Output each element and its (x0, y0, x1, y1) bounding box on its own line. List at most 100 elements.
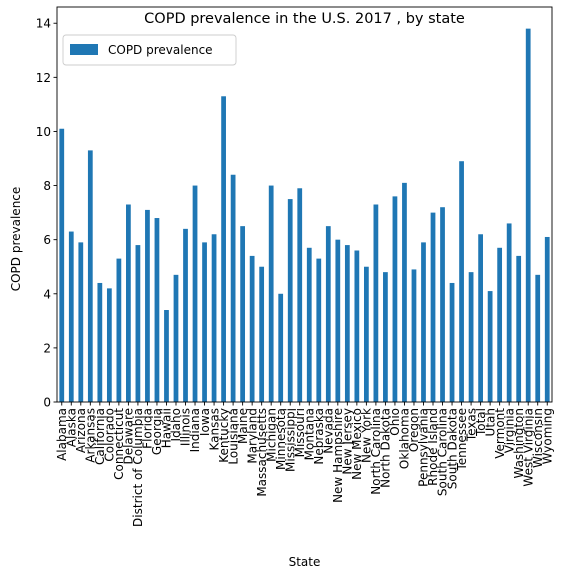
bar-ohio (392, 196, 398, 402)
x-tick-label: Rhode Island (426, 408, 440, 486)
x-axis-label: State (289, 555, 321, 569)
bar-district-of-columbia (135, 245, 141, 402)
bar-iowa (202, 242, 207, 402)
bar-kentucky (221, 96, 226, 402)
x-tick-label: Kentucky (217, 408, 231, 463)
bar-michigan (268, 185, 274, 402)
x-tick-label: South Dakota (445, 408, 459, 489)
y-tick-label: 2 (43, 341, 51, 355)
y-tick-label: 12 (36, 71, 51, 85)
bar-maine (240, 226, 246, 402)
bar-total (478, 234, 483, 402)
bar-new-hampshire (335, 239, 341, 402)
bar-massachusetts (259, 266, 265, 402)
bar-florida (145, 209, 150, 402)
bar-oklahoma (402, 182, 407, 402)
bar-delaware (126, 204, 131, 402)
x-tick-label: Maryland (245, 408, 259, 464)
x-tick-label: Wisconsin (531, 408, 545, 468)
bar-north-carolina (373, 204, 379, 402)
x-tick-label: New York (360, 408, 374, 463)
y-tick-label: 0 (43, 396, 51, 410)
x-tick-label: Alabama (55, 408, 69, 461)
bar-wisconsin (535, 274, 541, 402)
y-tick-label: 14 (36, 17, 51, 31)
bar-rhode-island (430, 212, 436, 402)
x-tick-label: Vermont (493, 408, 507, 459)
bar-missouri (297, 188, 303, 402)
bar-indiana (192, 185, 198, 402)
x-tick-label: Georgia (150, 408, 164, 455)
bar-new-jersey (344, 245, 350, 402)
legend-box (62, 34, 237, 66)
bar-new-york (364, 266, 369, 402)
x-axis: AlabamaAlaskaArizonaArkansasCaliforniaCo… (55, 402, 554, 527)
x-tick-label: Washington (512, 408, 526, 479)
bar-idaho (173, 274, 179, 402)
x-tick-label: Florida (141, 408, 155, 449)
x-tick-label: Indiana (188, 408, 202, 452)
x-tick-label: Alaska (64, 408, 78, 447)
bar-illinois (183, 228, 188, 402)
x-tick-label: Oklahoma (398, 408, 412, 469)
bar-maryland (249, 255, 255, 402)
x-tick-label: California (93, 408, 107, 465)
bar-arkansas (87, 150, 93, 402)
bar-pennsylvania (421, 242, 426, 402)
x-tick-label: Tennessee (455, 408, 469, 472)
x-tick-label: Iowa (198, 408, 212, 436)
x-tick-label: Montana (302, 408, 316, 460)
x-tick-label: New Mexico (350, 408, 364, 480)
bar-texas (468, 272, 474, 402)
bar-nevada (325, 226, 331, 402)
bar-new-mexico (354, 250, 360, 402)
x-tick-label: Maine (236, 408, 250, 444)
x-tick-label: Idaho (169, 408, 183, 441)
x-tick-label: Delaware (122, 408, 136, 465)
bar-hawaii (164, 310, 169, 402)
legend: COPD prevalence (62, 34, 237, 66)
y-tick-label: 8 (43, 179, 51, 193)
legend-swatch (70, 44, 98, 55)
x-tick-label: Nevada (322, 408, 336, 454)
x-tick-label: West Virginia (521, 408, 535, 487)
bar-louisiana (230, 174, 236, 402)
y-axis: 0 2 4 6 8 10 12 14 (36, 17, 57, 410)
y-axis-label: COPD prevalence (9, 187, 23, 292)
y-tick-label: 10 (36, 125, 51, 139)
x-tick-label: Nebraska (312, 408, 326, 465)
x-tick-label: Mississippi (283, 408, 297, 472)
bar-mississippi (287, 199, 293, 402)
bar-nebraska (316, 258, 322, 402)
x-tick-label: New Jersey (341, 408, 355, 475)
bar-north-dakota (383, 272, 388, 402)
bar-georgia (154, 218, 160, 402)
x-tick-label: Texas (464, 408, 478, 442)
bar-south-dakota (449, 282, 455, 402)
x-tick-label: Minnesota (274, 408, 288, 470)
x-tick-label: Wyoming (540, 408, 554, 464)
bar-montana (306, 247, 312, 402)
x-tick-label: Pennsylvania (417, 408, 431, 487)
y-tick-label: 6 (43, 233, 51, 247)
bar-kansas (211, 234, 217, 402)
x-tick-label: Kansas (207, 408, 221, 450)
bar-minnesota (278, 293, 284, 402)
x-tick-label: Connecticut (112, 408, 126, 480)
bar-tennessee (459, 161, 464, 402)
bar-south-carolina (440, 207, 445, 402)
x-tick-label: Illinois (179, 408, 193, 446)
bars-group (59, 28, 550, 402)
bar-utah (487, 291, 493, 402)
bar-california (97, 282, 103, 402)
x-tick-label: Utah (483, 408, 497, 436)
x-tick-label: New Hampshire (331, 408, 345, 503)
x-tick-label: North Dakota (379, 408, 393, 488)
bar-colorado (106, 288, 112, 402)
x-tick-label: Oregon (407, 408, 421, 452)
x-tick-label: Massachusetts (255, 408, 269, 497)
chart-title: COPD prevalence in the U.S. 2017 , by st… (144, 11, 465, 27)
x-tick-label: Missouri (293, 408, 307, 457)
y-tick-label: 4 (43, 287, 51, 301)
x-tick-label: North Carolina (369, 408, 383, 495)
